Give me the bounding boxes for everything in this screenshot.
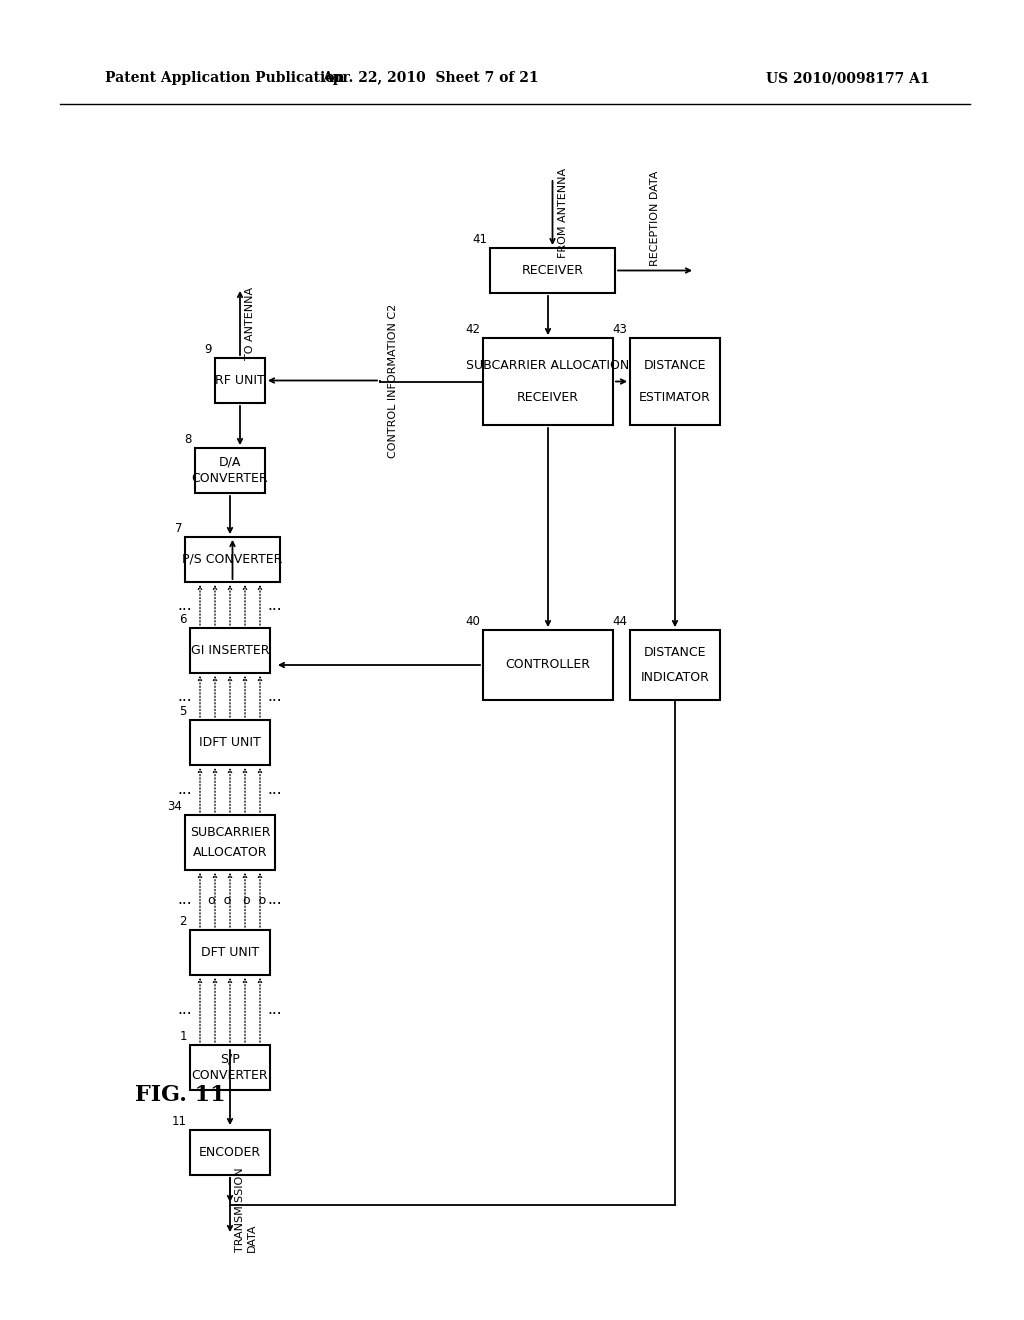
Text: 42: 42 xyxy=(465,323,480,337)
Text: ESTIMATOR: ESTIMATOR xyxy=(639,391,711,404)
Bar xyxy=(190,628,270,673)
Text: P/S CONVERTER: P/S CONVERTER xyxy=(182,553,283,566)
Text: ...: ... xyxy=(267,1002,283,1018)
Text: ...: ... xyxy=(267,598,283,612)
Text: 8: 8 xyxy=(184,433,193,446)
Text: SUBCARRIER: SUBCARRIER xyxy=(189,826,270,840)
Bar xyxy=(190,1045,270,1090)
Text: o  o: o o xyxy=(208,894,231,907)
Text: INDICATOR: INDICATOR xyxy=(641,671,710,684)
Text: ...: ... xyxy=(178,598,193,612)
Text: 44: 44 xyxy=(612,615,627,628)
Text: RF UNIT: RF UNIT xyxy=(215,374,265,387)
Bar xyxy=(215,358,265,403)
Text: 43: 43 xyxy=(612,323,627,337)
Text: 1: 1 xyxy=(179,1030,187,1043)
Text: 41: 41 xyxy=(472,234,487,246)
Text: Apr. 22, 2010  Sheet 7 of 21: Apr. 22, 2010 Sheet 7 of 21 xyxy=(322,71,539,84)
Text: DFT UNIT: DFT UNIT xyxy=(201,946,259,960)
Text: 9: 9 xyxy=(205,343,212,356)
Text: FROM ANTENNA: FROM ANTENNA xyxy=(557,168,567,259)
Bar xyxy=(190,719,270,766)
Bar xyxy=(630,630,720,700)
Text: CONTROL INFORMATION C2: CONTROL INFORMATION C2 xyxy=(388,304,398,458)
Text: D/A: D/A xyxy=(219,455,242,469)
Text: CONVERTER: CONVERTER xyxy=(191,1069,268,1082)
Text: 5: 5 xyxy=(179,705,187,718)
Text: RECEPTION DATA: RECEPTION DATA xyxy=(650,170,660,265)
Text: ENCODER: ENCODER xyxy=(199,1146,261,1159)
Bar xyxy=(195,447,265,492)
Text: ...: ... xyxy=(178,892,193,908)
Text: ...: ... xyxy=(178,783,193,797)
Bar xyxy=(185,814,275,870)
Bar xyxy=(190,931,270,975)
Text: ...: ... xyxy=(178,689,193,704)
Text: RECEIVER: RECEIVER xyxy=(517,391,579,404)
Text: Patent Application Publication: Patent Application Publication xyxy=(105,71,345,84)
Text: 6: 6 xyxy=(179,612,187,626)
Text: o  o: o o xyxy=(244,894,266,907)
Text: 7: 7 xyxy=(174,521,182,535)
Text: 34: 34 xyxy=(167,800,182,813)
Text: SUBCARRIER ALLOCATION: SUBCARRIER ALLOCATION xyxy=(466,359,630,372)
Text: GI INSERTER: GI INSERTER xyxy=(190,644,269,657)
Bar xyxy=(483,338,613,425)
Text: RECEIVER: RECEIVER xyxy=(521,264,584,277)
Text: ...: ... xyxy=(267,689,283,704)
Bar xyxy=(483,630,613,700)
Text: IDFT UNIT: IDFT UNIT xyxy=(199,737,261,748)
Text: ...: ... xyxy=(267,783,283,797)
Text: CONTROLLER: CONTROLLER xyxy=(506,659,591,672)
Bar xyxy=(490,248,615,293)
Text: 11: 11 xyxy=(172,1115,187,1129)
Text: 2: 2 xyxy=(179,915,187,928)
Bar xyxy=(630,338,720,425)
Text: ALLOCATOR: ALLOCATOR xyxy=(193,846,267,859)
Text: US 2010/0098177 A1: US 2010/0098177 A1 xyxy=(766,71,930,84)
Bar xyxy=(190,1130,270,1175)
Text: DISTANCE: DISTANCE xyxy=(644,645,707,659)
Text: TO ANTENNA: TO ANTENNA xyxy=(245,286,255,359)
Text: 40: 40 xyxy=(465,615,480,628)
Text: CONVERTER: CONVERTER xyxy=(191,473,268,486)
Text: TRANSMISSION
DATA: TRANSMISSION DATA xyxy=(234,1168,257,1253)
Bar xyxy=(185,537,280,582)
Text: ...: ... xyxy=(267,892,283,908)
Text: ...: ... xyxy=(178,1002,193,1018)
Text: S/P: S/P xyxy=(220,1053,240,1067)
Text: FIG. 11: FIG. 11 xyxy=(135,1084,225,1106)
Text: DISTANCE: DISTANCE xyxy=(644,359,707,372)
